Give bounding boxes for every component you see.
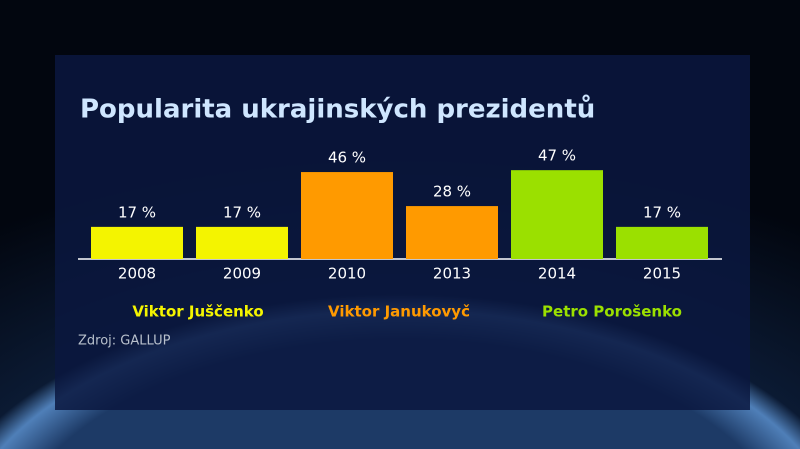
bar bbox=[301, 172, 393, 259]
chart-title: Popularita ukrajinských prezidentů bbox=[80, 94, 595, 125]
x-tick-label: 2015 bbox=[643, 265, 681, 283]
x-tick-label: 2008 bbox=[118, 265, 156, 283]
value-label: 17 % bbox=[223, 203, 261, 221]
value-label: 17 % bbox=[643, 203, 681, 221]
x-tick-label: 2013 bbox=[433, 265, 471, 283]
source: Zdroj: GALLUP bbox=[78, 334, 171, 349]
legend-label: Petro Porošenko bbox=[542, 303, 682, 321]
bar bbox=[511, 170, 603, 259]
x-tick-label: 2010 bbox=[328, 265, 366, 283]
legend-label: Viktor Juščenko bbox=[132, 303, 263, 321]
bar bbox=[616, 226, 708, 259]
bar bbox=[406, 206, 498, 259]
x-tick-label: 2014 bbox=[538, 265, 576, 283]
value-label: 17 % bbox=[118, 203, 156, 221]
bar bbox=[196, 226, 288, 259]
bar bbox=[91, 226, 183, 259]
legend-label: Viktor Janukovyč bbox=[328, 303, 470, 321]
value-label: 46 % bbox=[328, 149, 366, 167]
value-label: 28 % bbox=[433, 183, 471, 201]
x-tick-label: 2009 bbox=[223, 265, 261, 283]
value-label: 47 % bbox=[538, 147, 576, 165]
